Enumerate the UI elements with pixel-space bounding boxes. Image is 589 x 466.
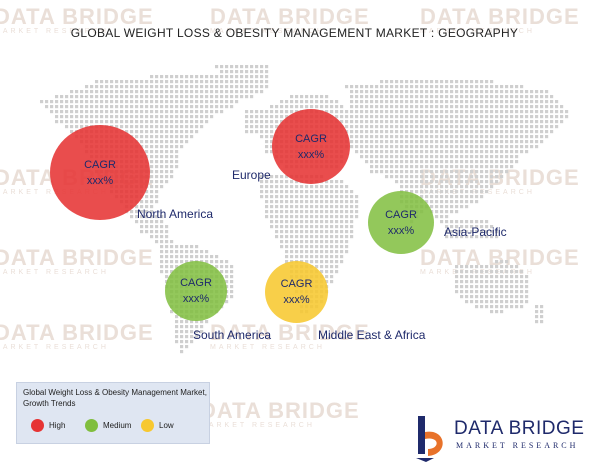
bubble-cagr-label: CAGR — [385, 208, 417, 221]
bubble-asia-pacific[interactable]: CAGR xxx% — [368, 191, 434, 254]
bubble-north-america[interactable]: CAGR xxx% — [50, 125, 150, 220]
bubble-south-america[interactable]: CAGR xxx% — [165, 261, 227, 321]
page-title: GLOBAL WEIGHT LOSS & OBESITY MANAGEMENT … — [70, 26, 519, 40]
legend-dot-medium — [85, 419, 98, 432]
bubble-middle-east-africa[interactable]: CAGR xxx% — [265, 261, 328, 323]
logo-subtext: MARKET RESEARCH — [456, 441, 579, 450]
bubble-cagr-value: xxx% — [283, 294, 310, 306]
bubble-cagr-label: CAGR — [84, 158, 116, 171]
legend: Global Weight Loss & Obesity Management … — [16, 382, 210, 444]
bubble-cagr-label: CAGR — [180, 277, 212, 289]
label-middle-east-africa: Middle East & Africa — [318, 328, 426, 342]
legend-dot-low — [141, 419, 154, 432]
legend-dot-high — [31, 419, 44, 432]
legend-item-high: High — [31, 419, 65, 432]
label-asia-pacific: Asia-Pacific — [444, 225, 507, 239]
bubble-cagr-value: xxx% — [297, 148, 325, 161]
legend-item-low: Low — [141, 419, 174, 432]
logo-text: DATA BRIDGE — [454, 418, 585, 439]
legend-title: Global Weight Loss & Obesity Management … — [23, 388, 207, 408]
legend-item-medium: Medium — [85, 419, 131, 432]
legend-label: Low — [159, 421, 174, 430]
label-north-america: North America — [137, 207, 214, 221]
bubble-cagr-label: CAGR — [280, 278, 313, 290]
logo-mark-icon — [416, 416, 443, 462]
label-south-america: South America — [193, 328, 272, 342]
bubble-europe[interactable]: CAGR xxx% — [272, 109, 350, 184]
legend-label: Medium — [103, 421, 132, 430]
bubble-cagr-label: CAGR — [295, 132, 327, 145]
bubble-cagr-value: xxx% — [86, 174, 114, 187]
bubble-cagr-value: xxx% — [182, 293, 210, 305]
bubble-cagr-value: xxx% — [387, 224, 415, 237]
label-europe: Europe — [232, 168, 271, 182]
legend-label: High — [49, 421, 66, 430]
logo: DATA BRIDGE MARKET RESEARCH — [412, 414, 585, 464]
